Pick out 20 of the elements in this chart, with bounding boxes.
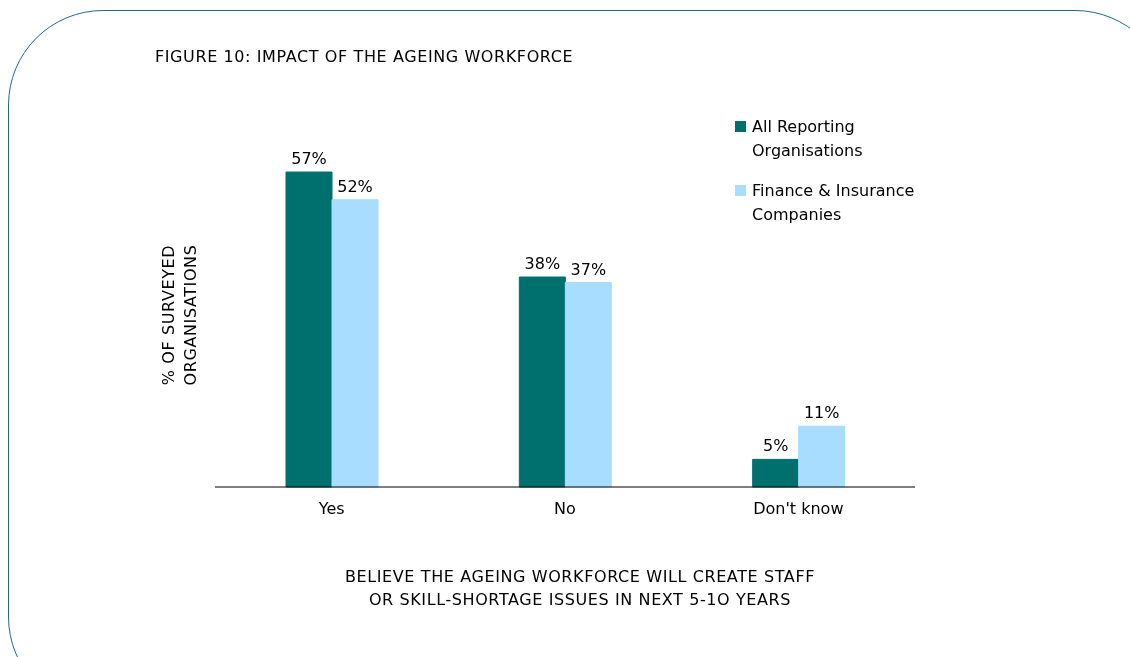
x-axis-title: BELIEVE THE AGEING WORKFORCE WILL CREATE STAFF OR SKILL-SHORTAGE ISSUES IN NEXT 5-1O YEARS	[344, 566, 816, 611]
data-label: 38%	[524, 254, 561, 274]
legend-label: All Reporting Organisations	[752, 116, 864, 162]
data-label: 52%	[337, 176, 373, 196]
x-tick-label: No	[554, 499, 576, 519]
bar	[752, 458, 800, 488]
legend-label: Finance & Insurance Companies	[752, 180, 916, 226]
x-tick-label: Yes	[317, 499, 345, 519]
bar	[564, 282, 612, 488]
data-label: 11%	[803, 403, 840, 423]
y-axis-title: % OF SURVEYED ORGANISATIONS	[158, 244, 201, 386]
bar	[285, 171, 333, 488]
data-label: 57%	[291, 149, 327, 169]
x-tick-label: Don't know	[753, 499, 844, 519]
data-label: 5%	[762, 436, 789, 456]
chart-title: FIGURE 10: IMPACT OF THE AGEING WORKFORCE	[155, 47, 574, 66]
bar	[331, 199, 379, 488]
data-label: 37%	[570, 259, 607, 279]
bar	[798, 425, 846, 488]
bar	[518, 276, 566, 488]
